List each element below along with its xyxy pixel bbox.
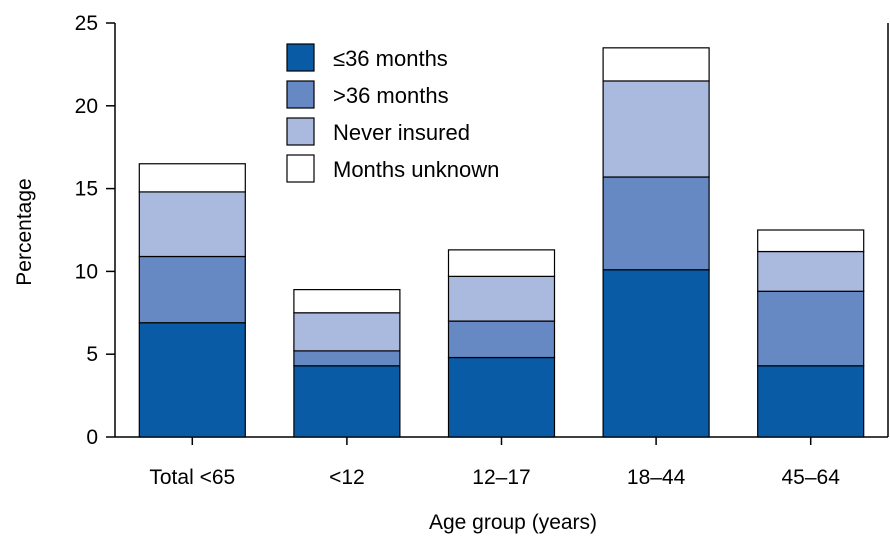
x-axis-title: Age group (years)	[429, 511, 597, 534]
bar-segment	[757, 290, 865, 367]
x-tick-label: 12–17	[472, 466, 530, 489]
y-tick-label: 5	[86, 343, 98, 366]
y-axis-title: Percentage	[13, 178, 36, 285]
legend-swatch	[286, 43, 315, 72]
bar-segment	[293, 289, 401, 314]
x-tick-label: Total <65	[149, 466, 235, 489]
x-axis-tick-labels: Total <65 <12 12–17 18–44 45–64	[149, 437, 840, 489]
y-tick-label: 25	[75, 12, 98, 35]
bar-segment	[138, 191, 246, 258]
x-tick-label: 45–64	[781, 466, 840, 489]
bar-segment	[602, 176, 710, 271]
bar-segment	[293, 350, 401, 367]
bar-segment	[138, 163, 246, 193]
bar-segment	[138, 322, 246, 438]
bar-segment	[602, 80, 710, 178]
bar-segment	[757, 250, 865, 292]
bar-segment	[138, 255, 246, 324]
bar-segment	[757, 229, 865, 253]
x-tick-label: 18–44	[627, 466, 686, 489]
bar-segment	[757, 365, 865, 438]
bar-segment	[447, 356, 556, 438]
legend-label: ≤36 months	[333, 46, 448, 71]
legend-swatch	[286, 154, 315, 183]
y-tick-label: 0	[86, 426, 98, 449]
plot-area	[114, 23, 889, 438]
legend-label: Months unknown	[333, 157, 499, 182]
bar-segment	[293, 365, 401, 438]
bar-segment	[447, 249, 556, 277]
legend: ≤36 months >36 months Never insured Months …	[286, 43, 499, 183]
bar-segment	[602, 47, 710, 82]
legend-swatch	[286, 80, 315, 109]
bar-segment	[447, 320, 556, 359]
y-tick-label: 10	[75, 260, 98, 283]
y-tick-label: 20	[75, 95, 98, 118]
bar-segment	[602, 269, 710, 438]
bar-segment	[447, 275, 556, 322]
y-axis-ticks: 0 5 10 15 20 25	[75, 12, 115, 449]
legend-label: Never insured	[333, 120, 470, 145]
bar-segment	[293, 312, 401, 352]
x-tick-label: <12	[329, 466, 365, 489]
y-tick-label: 15	[75, 178, 98, 201]
legend-label: >36 months	[333, 83, 449, 108]
legend-swatch	[286, 117, 315, 146]
